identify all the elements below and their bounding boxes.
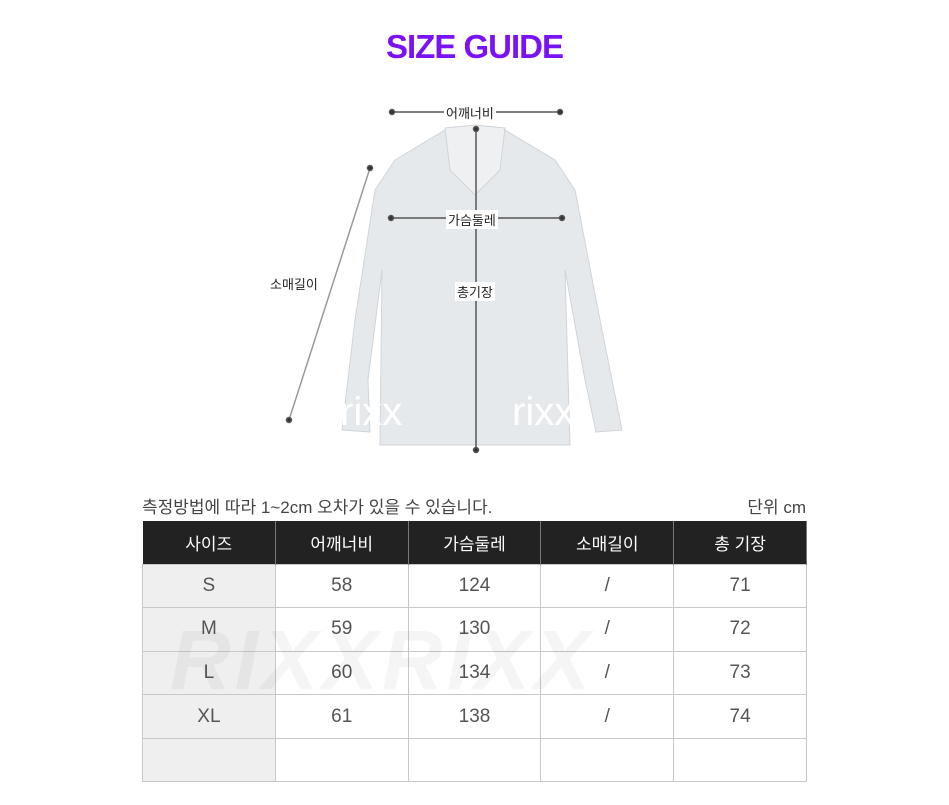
watermark: rixx (340, 390, 402, 434)
table-cell: / (540, 694, 675, 739)
table-cell (274, 737, 409, 783)
col-chest: 가슴둘레 (408, 521, 542, 564)
table-cell: XL (142, 694, 276, 739)
sleeve-line (288, 167, 371, 421)
table-cell: 71 (673, 563, 807, 609)
table-header: 사이즈 어깨너비 가슴둘레 소매길이 총 기장 (142, 521, 807, 564)
shoulder-label: 어깨너비 (444, 103, 496, 122)
size-table: 사이즈 어깨너비 가슴둘레 소매길이 총 기장 S 58 124/71 M 59 130/… (142, 521, 807, 783)
table-cell (540, 737, 675, 783)
table-cell: L (142, 650, 276, 696)
length-endpoint (472, 125, 480, 133)
length-label: 총기장 (455, 282, 495, 301)
table-cell: S (142, 563, 276, 609)
table-cell: / (540, 563, 675, 609)
table-cell (673, 737, 807, 783)
table-cell: / (540, 650, 675, 696)
table-cell: 58 (274, 563, 409, 609)
table-cell: 73 (673, 650, 807, 696)
chest-endpoint (558, 214, 566, 222)
shoulder-endpoint (556, 108, 564, 116)
table-cell (142, 737, 276, 783)
shirt-illustration: rixx rixx (285, 108, 623, 454)
sleeve-endpoint (366, 164, 374, 172)
sleeve-endpoint (285, 416, 293, 424)
watermark: rixx (512, 390, 574, 434)
measurement-note: 측정방법에 따라 1~2cm 오차가 있을 수 있습니다. (142, 498, 493, 517)
table-body: S 58 124/71 M 59 130/72 L 60 134/73 XL 61 138/74 (142, 563, 807, 783)
table-cell: 130 (407, 607, 542, 652)
table-cell: 124 (407, 563, 542, 609)
unit-label: 단위 cm (747, 498, 806, 517)
length-endpoint (472, 446, 480, 454)
col-length: 총 기장 (673, 521, 807, 564)
table-row (142, 737, 807, 783)
table-cell: 60 (274, 650, 409, 696)
table-row: L 60 134/73 (142, 650, 807, 696)
table-cell: 72 (673, 607, 807, 652)
chest-endpoint (387, 214, 395, 222)
shoulder-endpoint (388, 108, 396, 116)
table-cell: 138 (407, 694, 542, 739)
table-cell: M (142, 607, 276, 652)
table-cell (407, 737, 542, 783)
table-cell: 134 (407, 650, 542, 696)
table-cell: / (540, 607, 675, 652)
sleeve-label: 소매길이 (268, 274, 320, 293)
table-row: XL 61 138/74 (142, 694, 807, 739)
page-title: SIZE GUIDE (385, 28, 564, 65)
col-size: 사이즈 (142, 521, 276, 564)
table-row: S 58 124/71 (142, 563, 807, 609)
table-cell: 74 (673, 694, 807, 739)
chest-label: 가슴둘레 (446, 210, 498, 229)
col-shoulder: 어깨너비 (275, 521, 409, 564)
table-cell: 59 (274, 607, 409, 652)
col-sleeve: 소매길이 (540, 521, 675, 564)
table-row: M 59 130/72 (142, 607, 807, 652)
table-cell: 61 (274, 694, 409, 739)
